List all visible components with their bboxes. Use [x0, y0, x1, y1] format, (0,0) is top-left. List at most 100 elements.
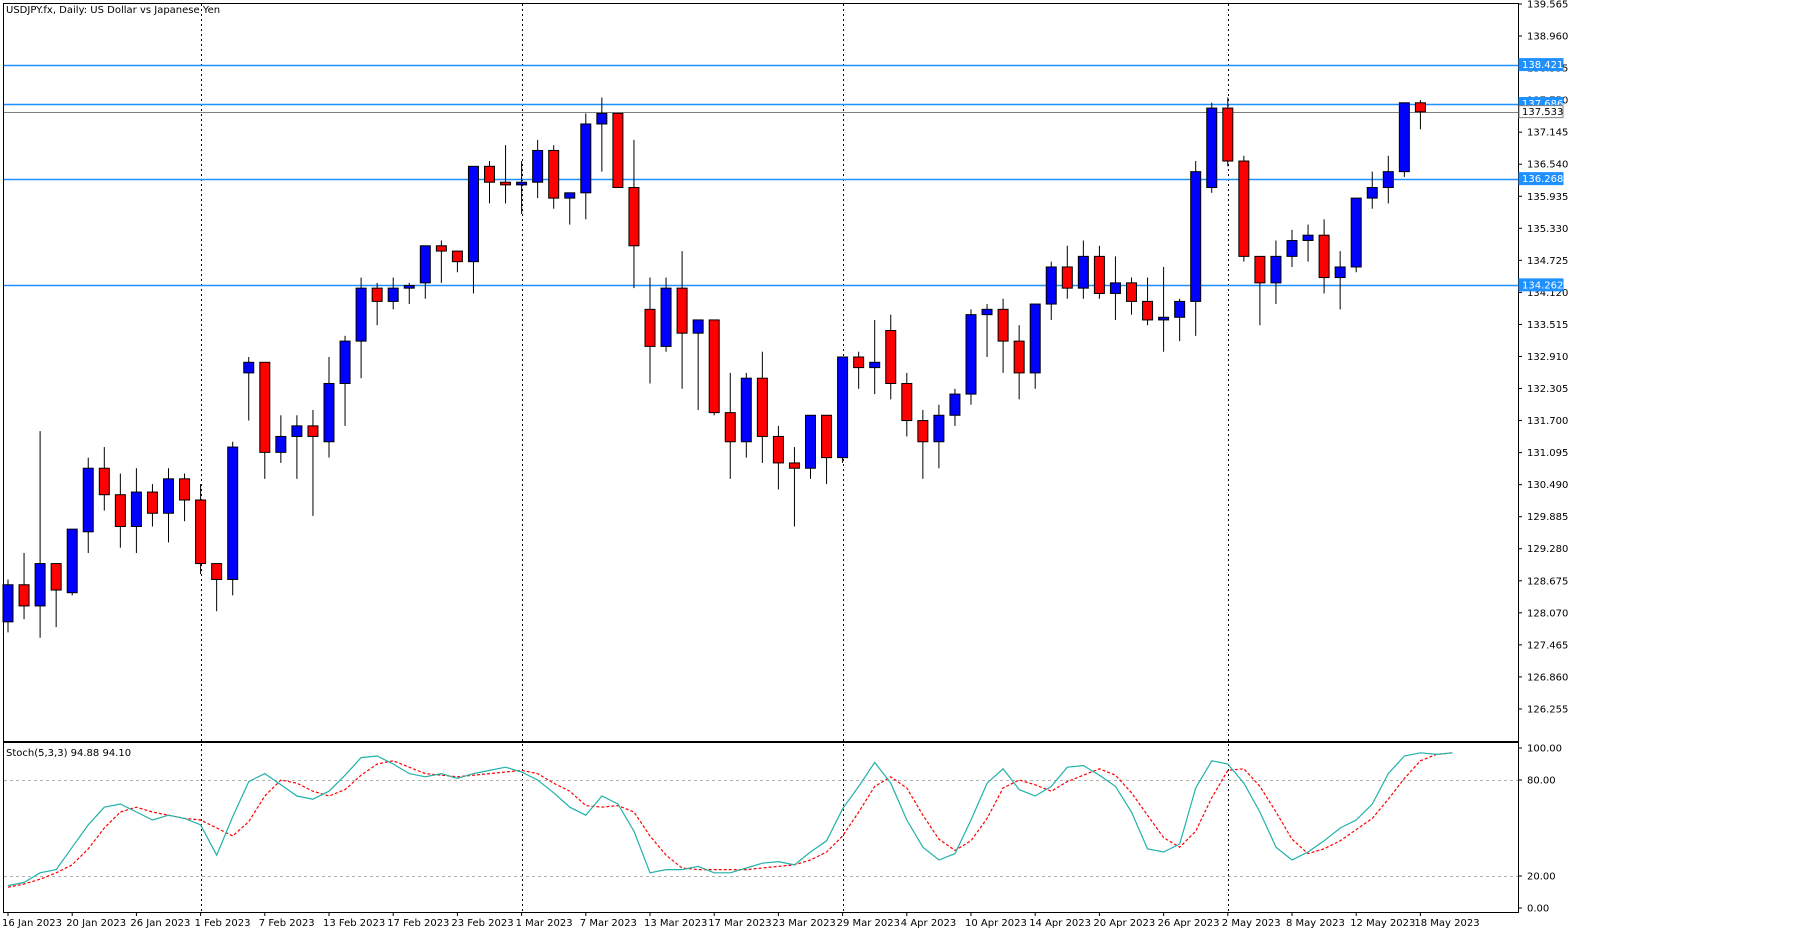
candle — [1350, 197, 1362, 273]
stochastic-label: Stoch(5,3,3) 94.88 94.10 — [6, 748, 131, 759]
candle-body-bear — [917, 420, 929, 443]
candle-body-bear — [451, 250, 463, 263]
candle-body-bear — [548, 149, 560, 199]
candle-body-bear — [1254, 255, 1266, 284]
candle — [130, 468, 142, 553]
candle — [195, 484, 207, 575]
price-tick-label: 131.095 — [1527, 448, 1568, 459]
candle — [628, 139, 640, 289]
stochastic-tick-label: 20.00 — [1527, 872, 1556, 883]
candle-body-bull — [419, 245, 431, 284]
time-tick-label: 23 Feb 2023 — [451, 918, 513, 929]
candle-body-bear — [885, 330, 897, 384]
candle-body-bull — [596, 112, 608, 125]
price-tick-label: 135.935 — [1527, 192, 1568, 203]
candle — [467, 165, 479, 294]
candle-body-bull — [532, 149, 544, 183]
price-tags: 138.421 137.686 136.268 134.262 137.533 — [1518, 58, 1564, 292]
candle-body-bear — [644, 308, 656, 347]
candle — [1286, 229, 1298, 267]
candle-body-bear — [756, 377, 768, 437]
candle — [50, 563, 62, 628]
candle — [1382, 155, 1394, 204]
candle-body-bull — [1206, 107, 1218, 189]
candle-body-bear — [1222, 107, 1234, 162]
candle-body-bear — [1318, 234, 1330, 279]
candle-body-bear — [146, 491, 158, 514]
candle — [1206, 102, 1218, 193]
candle-body-bull — [403, 285, 415, 289]
candle-body-bull — [1350, 197, 1362, 268]
candle-body-bull — [580, 123, 592, 194]
candle — [34, 431, 46, 638]
candle-body-bear — [1013, 340, 1025, 374]
candle — [788, 447, 800, 527]
candle-body-bull — [949, 393, 961, 416]
price-tick-label: 131.700 — [1527, 416, 1568, 427]
price-tag — [1518, 58, 1564, 72]
candle — [179, 473, 191, 522]
candle-body-bear — [371, 287, 383, 302]
candle-body-bear — [676, 287, 688, 334]
candle-body-bull — [66, 528, 78, 594]
time-tick-label: 13 Feb 2023 — [323, 918, 385, 929]
time-tick-label: 29 Mar 2023 — [837, 918, 900, 929]
candle — [853, 351, 865, 389]
candle — [805, 414, 816, 479]
candle — [885, 314, 897, 400]
candle — [1061, 245, 1073, 299]
candle-body-bull — [1366, 187, 1378, 199]
price-tick-label: 133.515 — [1527, 320, 1568, 331]
candle-body-bear — [307, 425, 319, 437]
candle — [692, 319, 704, 410]
candle-body-bull — [355, 287, 367, 342]
candle — [1190, 161, 1202, 336]
candle — [18, 552, 30, 620]
price-tick-label: 132.305 — [1527, 384, 1568, 395]
candle-body-bull — [243, 361, 255, 374]
stochastic-tick-label: 80.00 — [1527, 776, 1556, 787]
candle-body-bear — [1061, 266, 1073, 289]
price-tag — [1518, 105, 1564, 119]
candle — [66, 528, 78, 596]
time-tick-label: 20 Jan 2023 — [66, 918, 126, 929]
candle — [981, 304, 993, 358]
time-tick-label: 2 May 2023 — [1222, 918, 1281, 929]
candle — [949, 388, 961, 426]
candle-body-bull — [692, 319, 704, 334]
candle — [1222, 97, 1234, 167]
candle-body-bull — [1109, 282, 1121, 294]
candle-body-bear — [853, 356, 865, 369]
time-tick-label: 17 Mar 2023 — [708, 918, 771, 929]
stochastic-levels — [4, 780, 1518, 877]
time-tick-label: 7 Mar 2023 — [580, 918, 637, 929]
candle — [516, 161, 528, 215]
price-tick-label: 134.120 — [1527, 288, 1568, 299]
candle — [211, 563, 223, 612]
time-tick-label: 8 May 2023 — [1286, 918, 1345, 929]
candle — [227, 441, 239, 596]
candle — [676, 251, 688, 389]
candle — [355, 277, 367, 379]
candle-body-bear — [1414, 102, 1426, 113]
candle — [772, 425, 784, 490]
chart-title: USDJPY.fx, Daily: US Dollar vs Japanese … — [6, 5, 220, 16]
price-tag-label: 138.421 — [1522, 60, 1563, 71]
candle — [1398, 102, 1410, 177]
candle-body-bear — [772, 435, 784, 464]
candle-body-bull — [1334, 266, 1346, 279]
price-panel-frame — [3, 3, 1519, 742]
candle-body-bear — [500, 181, 512, 186]
candle-body-bear — [98, 467, 110, 496]
candle — [451, 250, 463, 273]
candle-body-bear — [821, 414, 833, 459]
candle-body-bull — [516, 181, 528, 186]
time-tick-label: 10 Apr 2023 — [965, 918, 1027, 929]
indicator-panel-frame — [3, 742, 1519, 913]
candle — [1302, 224, 1314, 262]
stochastic-axis: 100.00 80.00 20.00 0.00 — [1518, 744, 1562, 915]
time-tick-label: 7 Feb 2023 — [259, 918, 315, 929]
candle — [548, 145, 560, 209]
candle — [163, 468, 174, 543]
